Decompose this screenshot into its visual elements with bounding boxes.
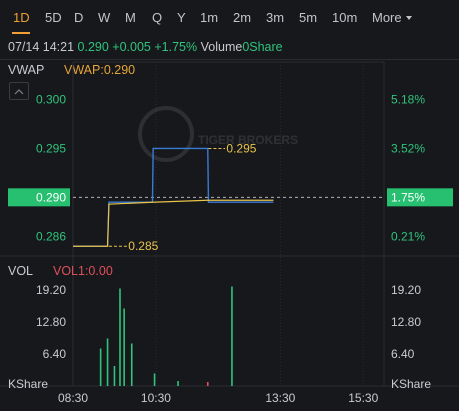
active-tab-underline	[12, 32, 30, 34]
volume-bar	[231, 286, 233, 386]
caret-down-icon	[405, 16, 412, 20]
quote-change: +0.005	[112, 40, 151, 54]
time-axis-label: 10:30	[141, 391, 171, 405]
vol-left-axis-label: 19.20	[36, 283, 66, 297]
vol-right-axis-label: 19.20	[391, 283, 421, 297]
vwap-panel-name: VWAP	[8, 63, 45, 77]
tab-label: Y	[177, 10, 186, 25]
tab-label: Q	[152, 10, 163, 25]
current-pct-box	[387, 188, 453, 207]
tab-m[interactable]: M	[125, 10, 136, 25]
vol-left-axis-label: 6.40	[43, 347, 67, 361]
tab-label: 2m	[233, 10, 252, 25]
tab-w[interactable]: W	[98, 10, 110, 25]
tab-5d[interactable]: 5D	[45, 10, 62, 25]
tab-10m[interactable]: 10m	[332, 10, 357, 25]
tab-label: M	[125, 10, 136, 25]
tab-label: 5D	[45, 10, 62, 25]
volume-bar	[113, 366, 116, 386]
low-annotation-label: 0.285	[128, 239, 158, 253]
tab-more[interactable]: More	[372, 10, 412, 25]
tab-label: W	[98, 10, 111, 25]
tab-label: 1D	[13, 10, 30, 25]
tab-label: 1m	[200, 10, 219, 25]
vol-value-label: VOL1:0.00	[53, 264, 113, 278]
quote-bar: 07/14 14:21 0.290 +0.005 +1.75% Volume0S…	[8, 40, 283, 54]
vol-left-axis-label: 12.80	[36, 315, 66, 329]
high-annotation-label: 0.295	[226, 141, 256, 155]
timeframe-tabs: 1D 5D D W M Q Y 1m 2m 3m 5m 10m More	[0, 0, 459, 36]
tab-label: 5m	[299, 10, 318, 25]
watermark-text: TIGER BROKERS	[198, 133, 298, 147]
volume-bar	[123, 308, 125, 386]
left-axis-label: 0.286	[36, 229, 66, 243]
left-axis-label: 0.300	[36, 93, 66, 107]
watermark-logo	[138, 106, 194, 162]
volume-bar	[99, 348, 102, 386]
volume-bar	[119, 288, 121, 386]
tab-1m[interactable]: 1m	[200, 10, 218, 25]
tab-5m[interactable]: 5m	[299, 10, 317, 25]
vol-right-axis-label: 12.80	[391, 315, 421, 329]
right-axis-label: 3.52%	[391, 141, 425, 155]
tab-label: 10m	[332, 10, 358, 25]
quote-change-pct: +1.75%	[154, 40, 198, 54]
time-axis-label: 08:30	[58, 391, 88, 405]
tab-label: More	[372, 10, 402, 25]
divider-top	[0, 59, 459, 60]
tab-label: 3m	[266, 10, 285, 25]
chevron-up-icon	[14, 88, 24, 94]
vol-right-unit: KShare	[391, 377, 431, 391]
tab-label: D	[74, 10, 84, 25]
time-axis-label: 15:30	[348, 391, 378, 405]
current-price-box	[8, 188, 70, 207]
tab-y[interactable]: Y	[177, 10, 186, 25]
current-price-label: 0.290	[36, 190, 66, 204]
volume-bar	[153, 373, 156, 386]
vwap-line	[73, 199, 274, 247]
quote-volume-label: Volume	[200, 40, 243, 54]
vwap-value-label: VWAP:0.290	[64, 63, 136, 77]
tiger-icon	[138, 106, 194, 162]
vol-left-unit: KShare	[8, 377, 48, 391]
right-axis-label: 5.18%	[391, 93, 425, 107]
vol-panel-name: VOL	[8, 264, 34, 278]
collapse-button[interactable]	[9, 82, 29, 100]
volume-bar	[106, 338, 109, 386]
vol-right-axis-label: 6.40	[391, 347, 415, 361]
tab-d[interactable]: D	[74, 10, 83, 25]
tab-2m[interactable]: 2m	[233, 10, 251, 25]
volume-bar	[130, 343, 133, 386]
tab-q[interactable]: Q	[152, 10, 162, 25]
time-axis-label: 13:30	[265, 391, 295, 405]
volume-bar	[206, 382, 209, 386]
tab-3m[interactable]: 3m	[266, 10, 284, 25]
right-axis-label: 0.21%	[391, 229, 425, 243]
left-axis-label: 0.295	[36, 141, 66, 155]
quote-datetime: 07/14 14:21	[8, 40, 75, 54]
quote-price: 0.290	[77, 40, 109, 54]
volume-bar	[177, 381, 179, 386]
tab-1d[interactable]: 1D	[13, 10, 30, 25]
current-pct-label: 1.75%	[391, 190, 425, 204]
quote-volume-value: 0Share	[242, 40, 283, 54]
